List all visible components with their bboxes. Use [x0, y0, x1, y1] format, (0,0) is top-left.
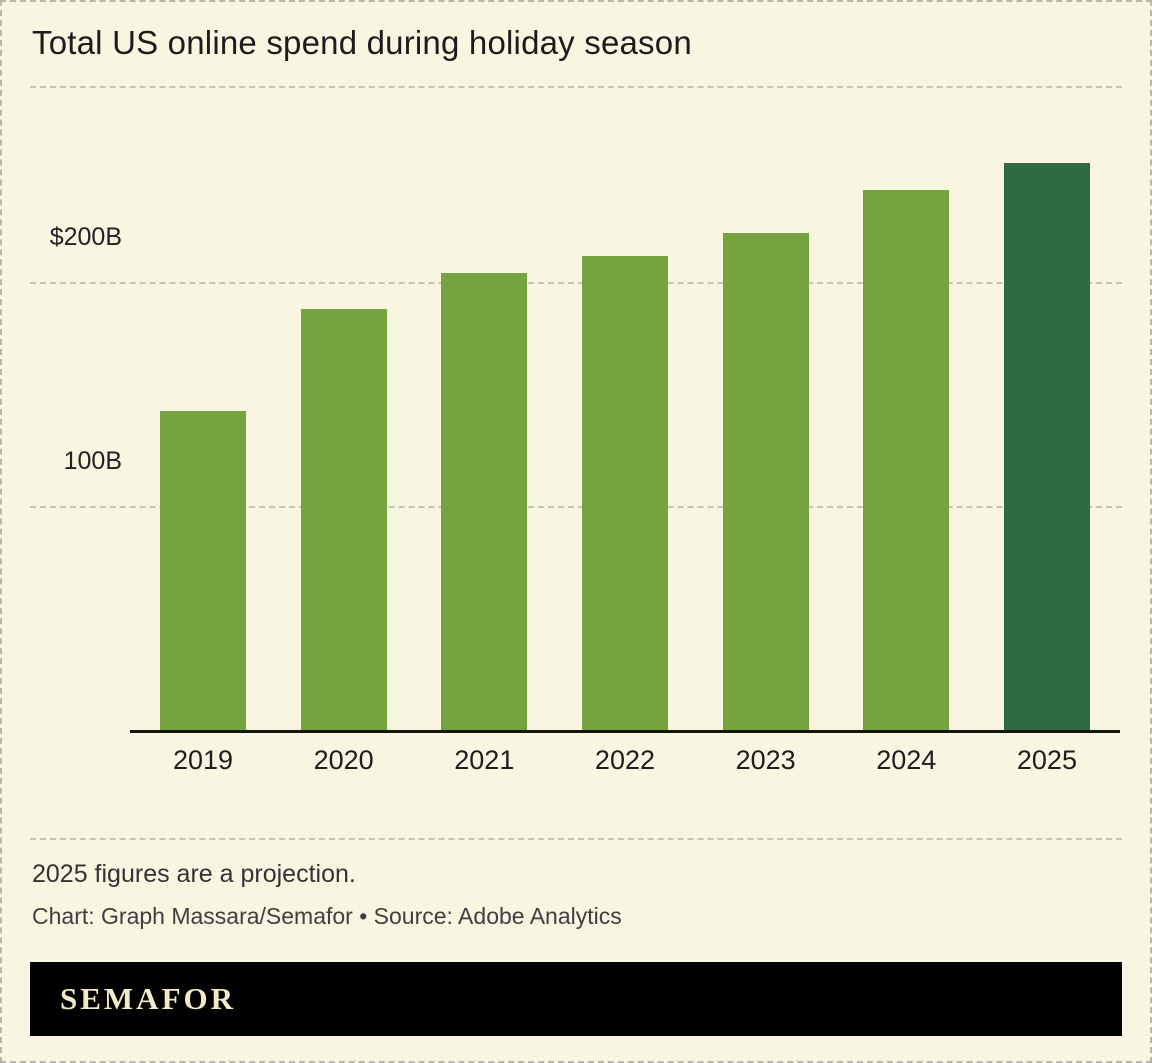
- x-axis-label-2019: 2019: [172, 745, 234, 775]
- footer-bar: SEMAFOR: [30, 962, 1122, 1036]
- plot-area: 100B $200B: [30, 88, 1122, 733]
- chart-title: Total US online spend during holiday sea…: [32, 24, 692, 61]
- x-axis-label-2023: 2023: [735, 745, 796, 775]
- x-axis-labels: 2019 2020 2021 2022 2023 2024 2025: [130, 733, 1120, 776]
- bar-2025: [1003, 163, 1090, 730]
- bar-slot-2021: [421, 88, 547, 730]
- bar-2022: [581, 256, 668, 730]
- bars: [130, 88, 1120, 733]
- bar-slot-2020: [281, 88, 407, 730]
- bottom-divider: [30, 838, 1122, 840]
- bar-slot-2022: [562, 88, 688, 730]
- bar-2024: [863, 190, 950, 730]
- bar-slot-2023: [703, 88, 829, 730]
- x-axis-label-2021: 2021: [454, 745, 515, 775]
- top-divider: [30, 86, 1122, 88]
- bar-2019: [160, 411, 246, 730]
- bar-2023: [722, 233, 809, 730]
- x-axis-label-2022: 2022: [594, 745, 655, 775]
- x-axis-label-2024: 2024: [876, 745, 937, 775]
- bar-2020: [300, 309, 387, 730]
- bar-slot-2025: [984, 88, 1110, 730]
- chart-credit: Chart: Graph Massara/Semafor • Source: A…: [32, 903, 622, 929]
- bar-slot-2024: [843, 88, 969, 730]
- gridline-200: [30, 281, 1122, 284]
- chart-note: 2025 figures are a projection.: [32, 860, 356, 888]
- bar-2021: [441, 272, 528, 730]
- bar-slot-2019: [140, 88, 266, 730]
- y-axis-label-100: 100B: [63, 447, 122, 476]
- semafor-logo: SEMAFOR: [60, 981, 236, 1016]
- x-axis-label-2025: 2025: [1016, 745, 1077, 775]
- x-axis-label-2020: 2020: [313, 745, 374, 775]
- y-axis-label-200: $200B: [49, 222, 122, 251]
- gridline-100: [30, 506, 1122, 509]
